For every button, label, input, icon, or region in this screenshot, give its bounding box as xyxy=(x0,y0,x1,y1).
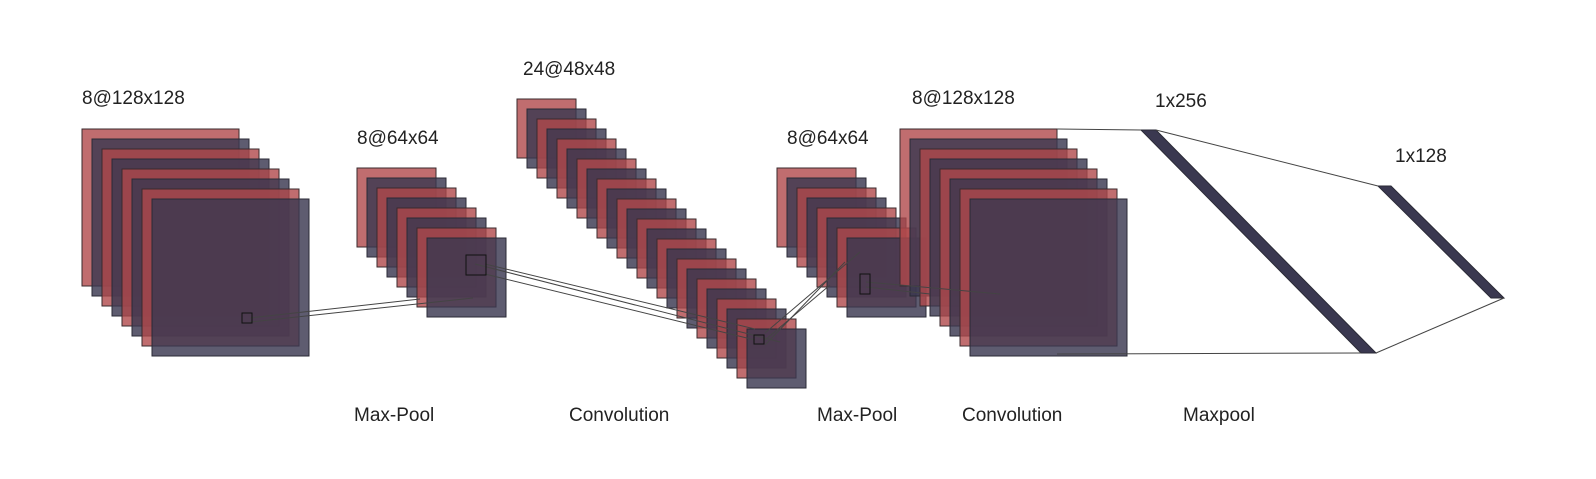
feature-map-stack-conv3 xyxy=(899,128,1128,357)
layer-label-fc2: 1x128 xyxy=(1395,146,1447,167)
receptive-field-conv1-kernel xyxy=(241,312,253,324)
connection-line-5 xyxy=(474,263,781,343)
dense-layer-fc2 xyxy=(1376,185,1506,299)
op-label-maxpool-1: Max-Pool xyxy=(354,405,434,426)
dense-layer-fc1 xyxy=(1139,129,1378,354)
feature-map-stack-pool1 xyxy=(356,167,507,318)
receptive-field-conv2-kernel xyxy=(753,334,765,345)
connection-line-2 xyxy=(249,297,474,323)
connection-line-13 xyxy=(1155,129,1379,187)
connection-line-11 xyxy=(1056,128,1142,131)
layer-label-pool1: 8@64x64 xyxy=(357,128,439,149)
layer-label-fc1: 1x256 xyxy=(1155,91,1207,112)
op-label-convolution-1: Convolution xyxy=(569,405,669,426)
connection-line-7 xyxy=(764,284,831,341)
op-label-convolution-2: Convolution xyxy=(962,405,1062,426)
connection-line-1 xyxy=(249,298,421,319)
feature-map-pool1-8 xyxy=(426,237,507,318)
layer-label-conv1: 8@128x128 xyxy=(82,88,185,109)
feature-map-stack-conv2 xyxy=(516,98,807,389)
feature-map-conv2-24 xyxy=(746,328,807,389)
op-label-maxpool-3: Maxpool xyxy=(1183,405,1255,426)
op-label-maxpool-2: Max-Pool xyxy=(817,405,897,426)
layer-label-pool2: 8@64x64 xyxy=(787,128,869,149)
connection-line-8 xyxy=(764,261,846,346)
feature-map-stack-pool2 xyxy=(776,167,927,318)
receptive-field-pool2-window xyxy=(859,273,871,295)
connection-line-4 xyxy=(484,273,756,341)
connection-line-10 xyxy=(865,286,931,295)
connection-line-9 xyxy=(865,281,1001,295)
feature-map-stack-conv1 xyxy=(81,128,310,357)
connection-line-3 xyxy=(484,263,756,330)
connection-line-14 xyxy=(1375,297,1505,354)
connection-line-12 xyxy=(1056,352,1362,355)
connection-line-6 xyxy=(764,251,861,334)
receptive-field-pool1-window xyxy=(465,254,487,276)
layer-label-conv3: 8@128x128 xyxy=(912,88,1015,109)
feature-map-conv3-8 xyxy=(969,198,1128,357)
layer-label-conv2: 24@48x48 xyxy=(523,59,615,80)
feature-map-conv1-8 xyxy=(151,198,310,357)
